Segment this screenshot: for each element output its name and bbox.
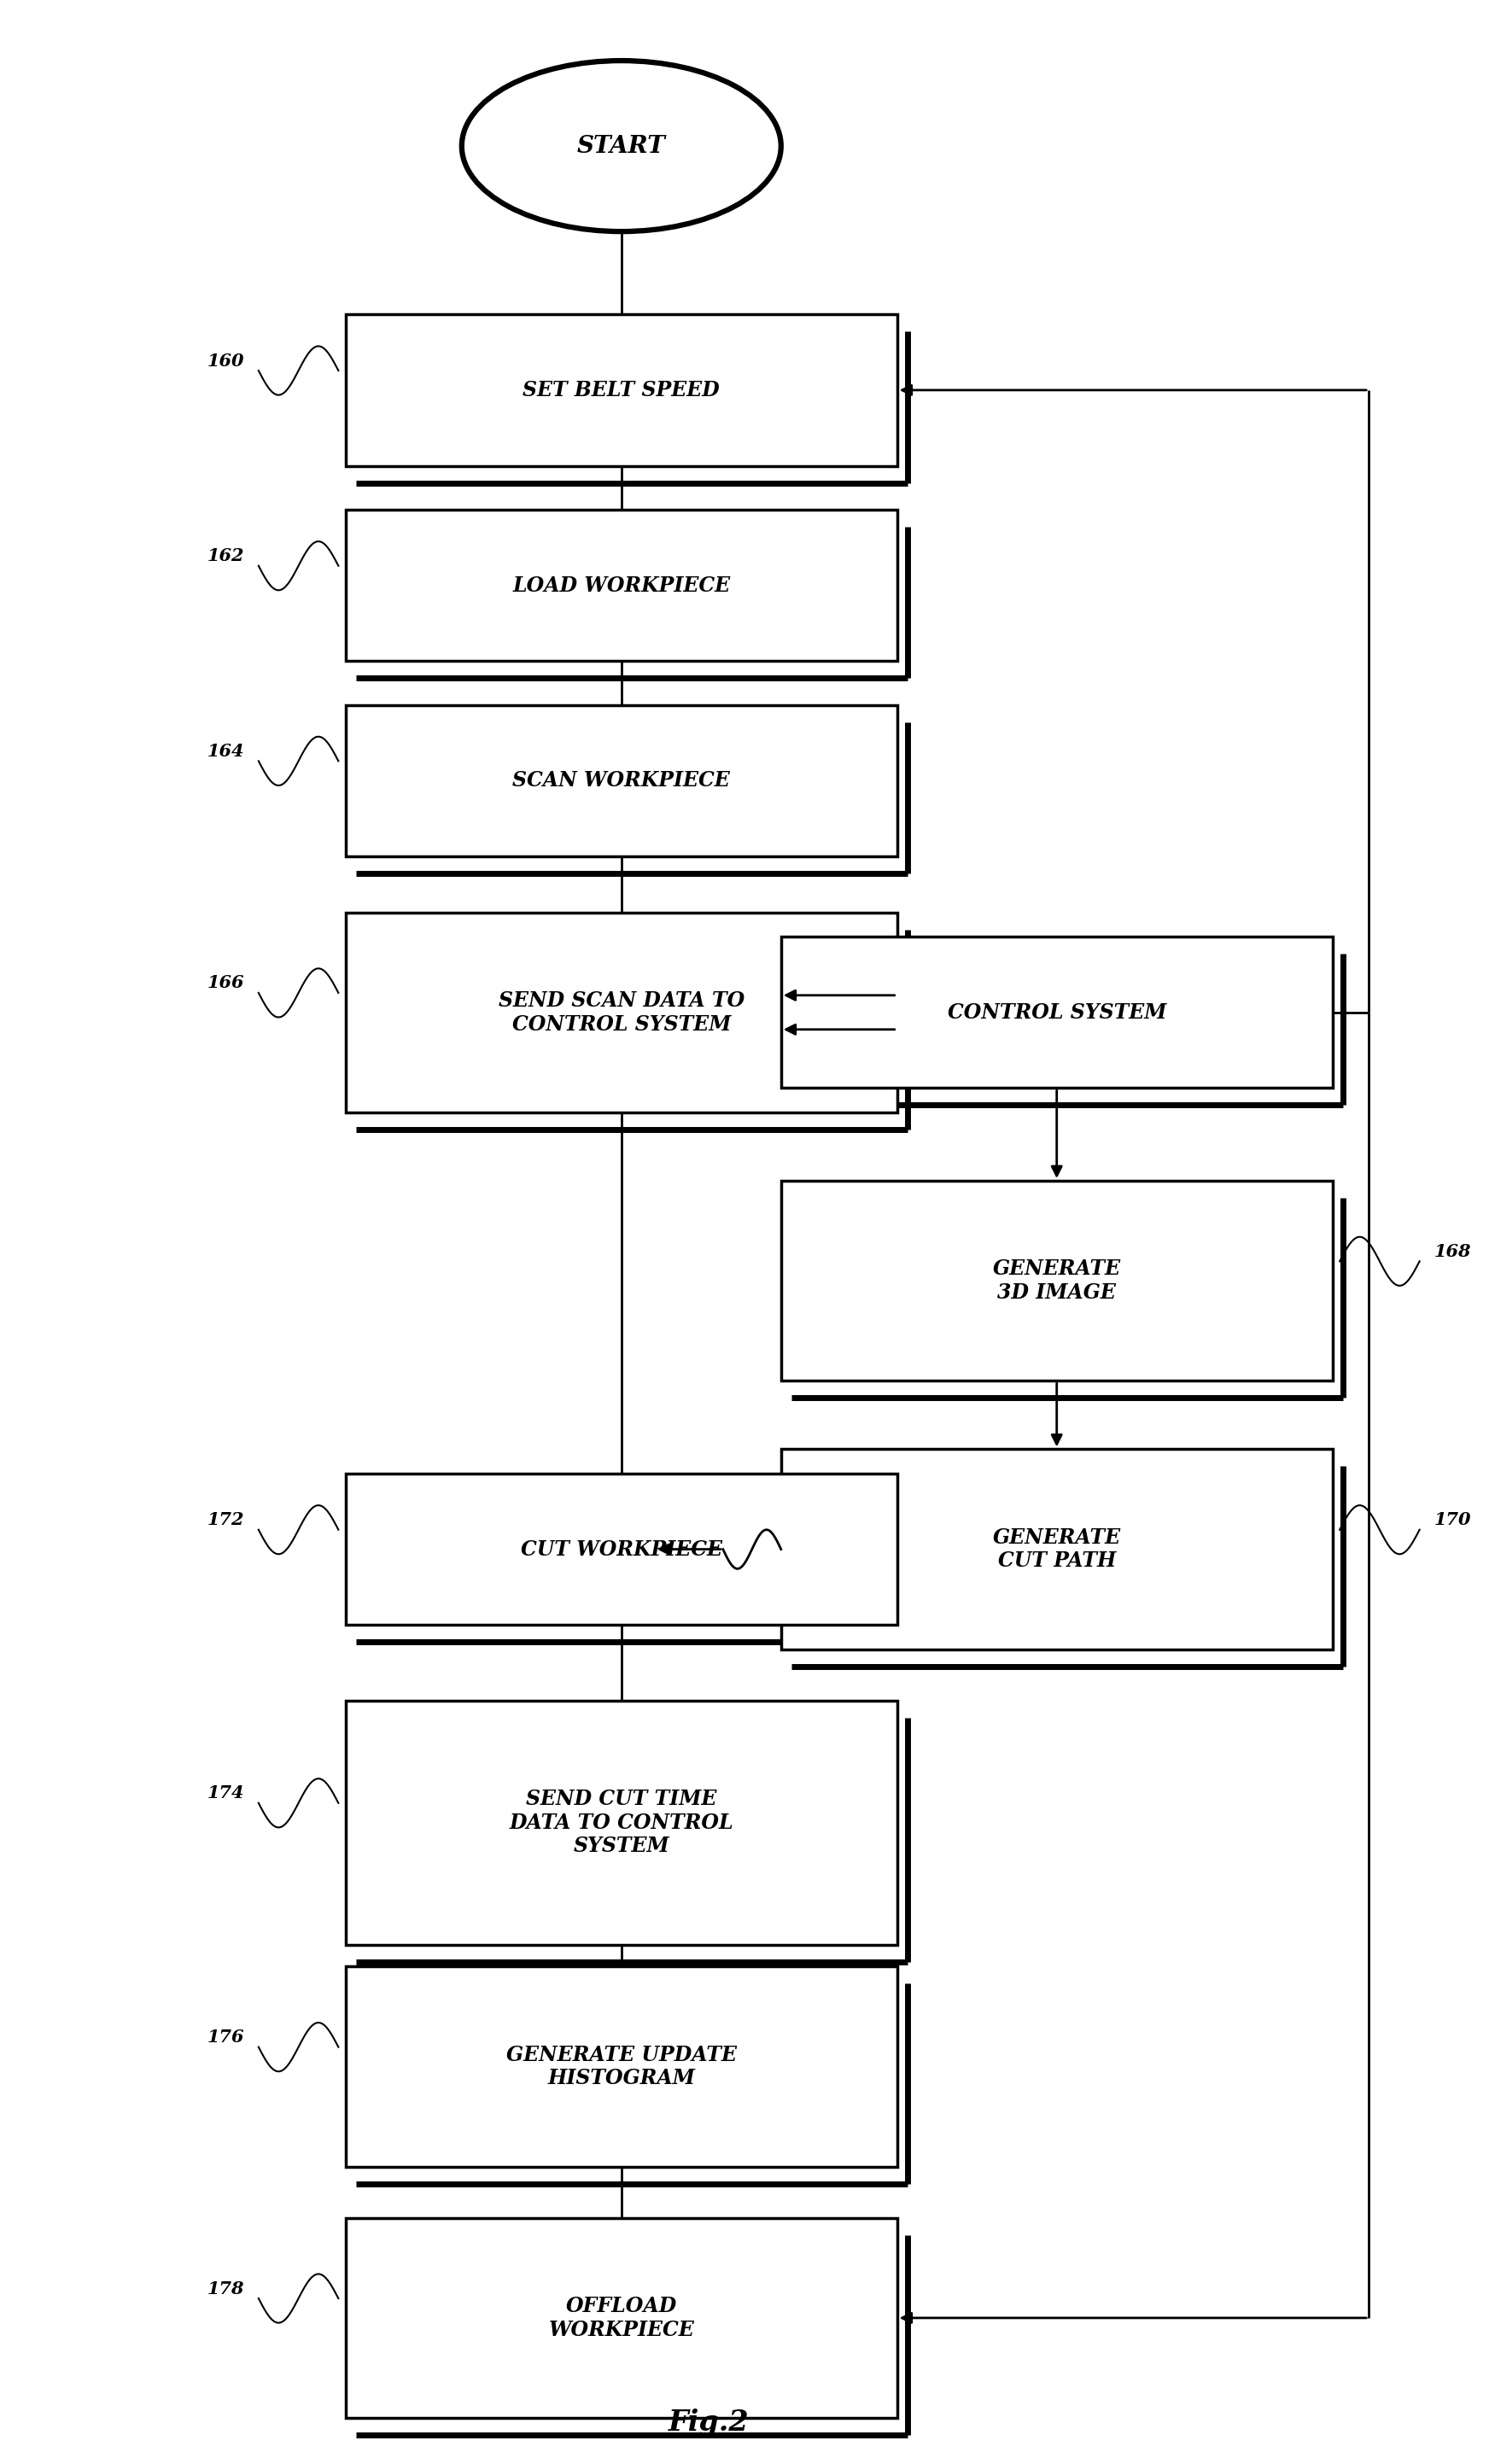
FancyBboxPatch shape (345, 1473, 896, 1624)
Text: 176: 176 (207, 2028, 244, 2045)
Text: CONTROL SYSTEM: CONTROL SYSTEM (947, 1003, 1166, 1023)
Text: 162: 162 (207, 547, 244, 564)
Text: 168: 168 (1434, 1242, 1471, 1259)
FancyBboxPatch shape (345, 510, 896, 660)
Text: Fig.2: Fig.2 (669, 2410, 749, 2437)
Text: 166: 166 (207, 976, 244, 991)
Text: CUT WORKPIECE: CUT WORKPIECE (521, 1540, 722, 1560)
Text: 170: 170 (1434, 1510, 1471, 1528)
Text: GENERATE
CUT PATH: GENERATE CUT PATH (993, 1528, 1121, 1572)
Text: 164: 164 (207, 742, 244, 759)
FancyBboxPatch shape (345, 315, 896, 466)
FancyBboxPatch shape (345, 1700, 896, 1944)
Text: 172: 172 (207, 1510, 244, 1528)
FancyBboxPatch shape (345, 705, 896, 855)
Text: 174: 174 (207, 1784, 244, 1801)
Text: GENERATE UPDATE
HISTOGRAM: GENERATE UPDATE HISTOGRAM (506, 2045, 737, 2089)
Text: OFFLOAD
WORKPIECE: OFFLOAD WORKPIECE (548, 2296, 694, 2341)
FancyBboxPatch shape (345, 912, 896, 1111)
Ellipse shape (462, 62, 782, 232)
FancyBboxPatch shape (782, 1180, 1333, 1380)
Text: START: START (578, 136, 666, 158)
Text: SEND CUT TIME
DATA TO CONTROL
SYSTEM: SEND CUT TIME DATA TO CONTROL SYSTEM (509, 1789, 734, 1855)
FancyBboxPatch shape (345, 1966, 896, 2166)
FancyBboxPatch shape (782, 1449, 1333, 1648)
Text: LOAD WORKPIECE: LOAD WORKPIECE (512, 574, 730, 596)
FancyBboxPatch shape (782, 936, 1333, 1089)
Text: SET BELT SPEED: SET BELT SPEED (523, 379, 719, 399)
Text: 178: 178 (207, 2279, 244, 2296)
Text: 160: 160 (207, 352, 244, 370)
FancyBboxPatch shape (345, 2218, 896, 2417)
Text: SEND SCAN DATA TO
CONTROL SYSTEM: SEND SCAN DATA TO CONTROL SYSTEM (499, 991, 744, 1035)
Text: SCAN WORKPIECE: SCAN WORKPIECE (512, 771, 730, 791)
Text: GENERATE
3D IMAGE: GENERATE 3D IMAGE (993, 1259, 1121, 1303)
